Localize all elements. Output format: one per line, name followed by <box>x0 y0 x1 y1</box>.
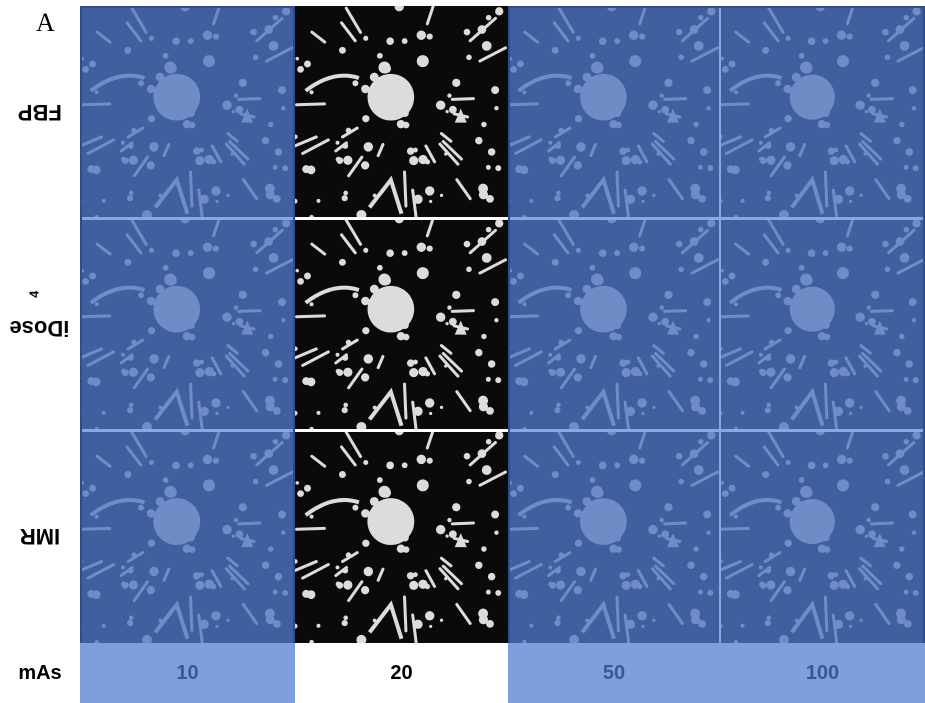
ct-image-tile <box>295 430 508 643</box>
image-grid <box>80 6 925 703</box>
phantom-structures <box>720 430 925 643</box>
phantom-structures <box>720 6 925 218</box>
row-label-imr: IMR <box>0 430 80 643</box>
ct-image-tile <box>295 218 508 430</box>
row-label-idose: iDose 4 <box>0 218 80 430</box>
ct-image-tile <box>720 218 925 430</box>
phantom-nodule <box>789 499 835 545</box>
mas-value-label: 100 <box>720 643 925 703</box>
phantom-nodule <box>789 74 835 120</box>
ct-image <box>720 218 925 430</box>
phantom-structures <box>508 218 720 430</box>
mas-value-label: 20 <box>295 643 508 703</box>
ct-image-tile <box>80 6 295 218</box>
ct-image <box>720 430 925 643</box>
row-label-text: FBP <box>18 99 63 125</box>
ct-image <box>508 430 720 643</box>
ct-image-tile <box>80 430 295 643</box>
phantom-nodule <box>367 285 415 333</box>
row-label-text: iDose <box>10 315 71 341</box>
ct-image <box>508 218 720 430</box>
axis-label-mas: mAs <box>18 661 62 684</box>
phantom-structures <box>295 218 507 430</box>
mas-value-label: 10 <box>80 643 295 703</box>
ct-image-tile <box>508 218 720 430</box>
ct-image <box>295 218 508 430</box>
phantom-nodule <box>153 73 201 121</box>
phantom-nodule <box>580 285 627 333</box>
row-label-text: IMR <box>19 524 61 550</box>
ct-image-tile <box>720 6 925 218</box>
phantom-nodule <box>367 498 415 546</box>
panel-letter: A <box>36 8 55 37</box>
phantom-nodule <box>153 285 201 333</box>
ct-image-tile <box>508 430 720 643</box>
ct-image <box>80 430 295 643</box>
ct-image <box>508 6 720 218</box>
phantom-nodule <box>580 498 627 545</box>
phantom-structures <box>295 6 507 218</box>
ct-image <box>295 6 508 218</box>
phantom-nodule <box>153 498 201 546</box>
mas-value-label: 50 <box>508 643 720 703</box>
phantom-structures <box>508 6 720 218</box>
ct-image <box>720 6 925 218</box>
row-label-fbp: FBP <box>0 6 80 218</box>
phantom-nodule <box>367 73 415 121</box>
ct-image-tile <box>508 6 720 218</box>
ct-image-tile <box>80 218 295 430</box>
ct-image-tile <box>295 6 508 218</box>
phantom-structures <box>80 430 294 643</box>
ct-image-tile <box>720 430 925 643</box>
phantom-nodule <box>789 286 835 332</box>
phantom-structures <box>295 430 507 643</box>
phantom-nodule <box>580 73 627 121</box>
row-label-sup: 4 <box>26 290 42 298</box>
ct-image <box>295 430 508 643</box>
ct-image <box>80 218 295 430</box>
ct-image <box>80 6 295 218</box>
